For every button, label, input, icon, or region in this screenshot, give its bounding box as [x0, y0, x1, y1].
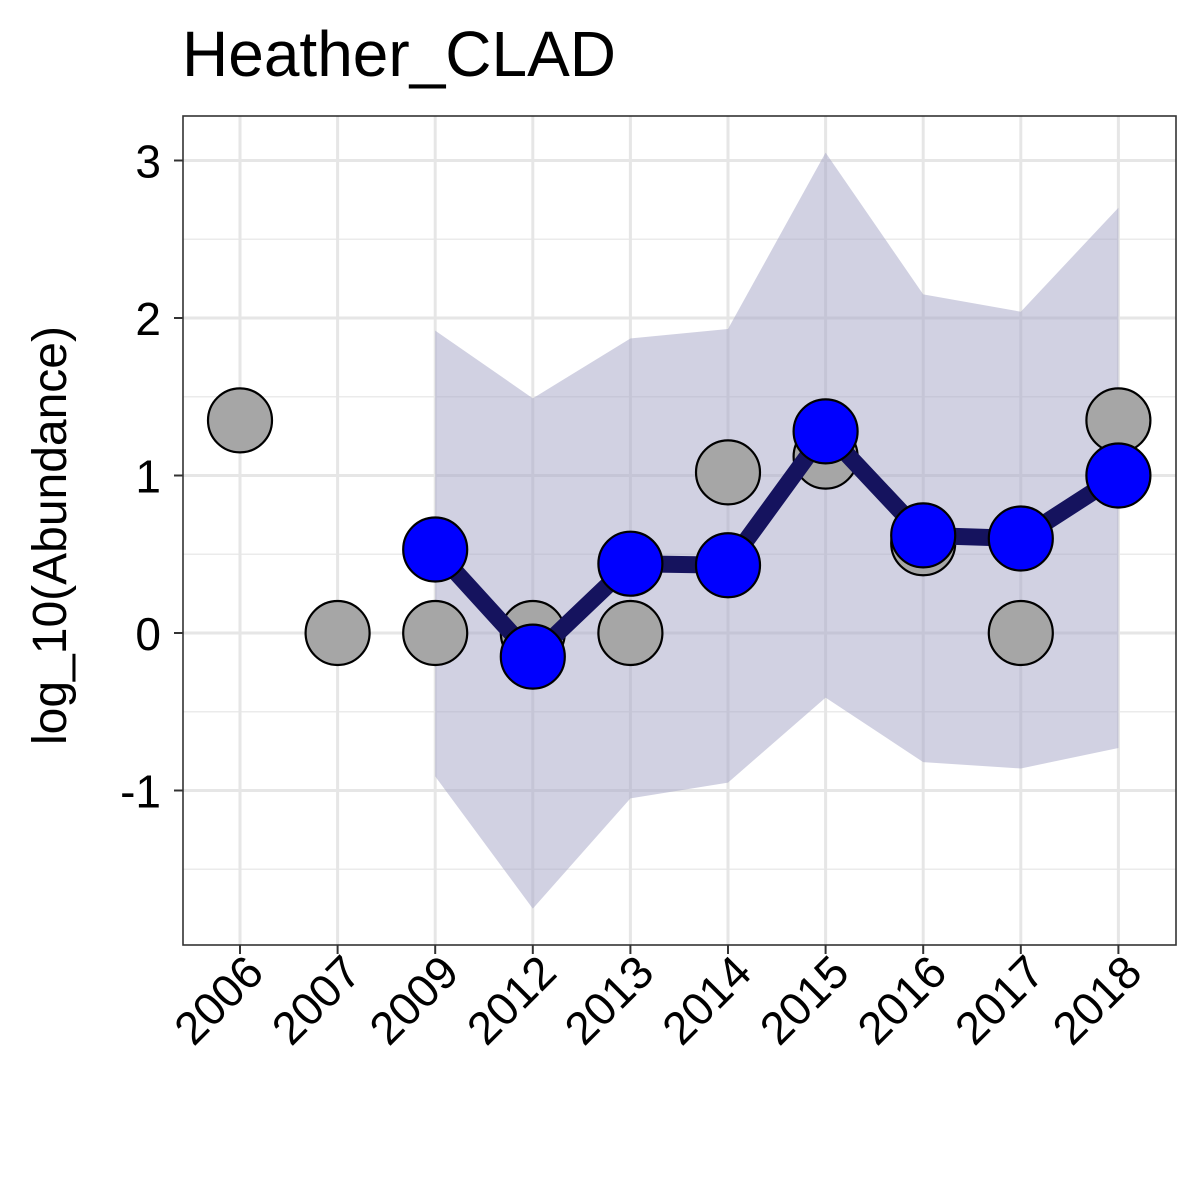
panel-border [182, 115, 1177, 946]
y-tick-label: 0 [135, 608, 161, 660]
x-tick-label: 2018 [1042, 945, 1151, 1054]
x-tick-label: 2017 [945, 945, 1054, 1054]
y-tick-label: 1 [135, 451, 161, 503]
confidence-ribbon [435, 152, 1119, 909]
observed-point [304, 599, 371, 667]
x-tick-label: 2014 [652, 945, 761, 1054]
y-tick-label: 2 [135, 293, 161, 345]
x-tick-label: 2009 [359, 945, 468, 1054]
estimate-point [987, 505, 1054, 572]
estimate-points-layer [402, 398, 1152, 690]
estimate-point [499, 623, 566, 690]
y-axis-title: log_10(Abundance) [24, 326, 77, 745]
x-tick-label: 2012 [457, 945, 566, 1054]
x-tick-label: 2015 [750, 945, 859, 1054]
plot-panel [182, 115, 1177, 946]
observed-point [694, 439, 762, 506]
observed-point [402, 599, 469, 667]
estimate-point [694, 532, 762, 599]
estimate-point [890, 502, 957, 569]
estimate-point [1085, 442, 1152, 509]
observed-point [597, 599, 664, 667]
x-tick-label: 2013 [554, 945, 663, 1054]
estimate-point [597, 530, 664, 597]
observed-point [987, 599, 1054, 667]
y-tick-label: 3 [135, 136, 161, 188]
confidence-ribbon-layer [435, 152, 1119, 909]
estimate-point [402, 516, 469, 583]
x-tick-label: 2016 [847, 945, 956, 1054]
x-tick-label: 2007 [262, 945, 371, 1054]
y-tick-label: -1 [120, 766, 161, 818]
estimate-point [792, 398, 859, 465]
observed-point [206, 387, 274, 454]
y-axis: 3 2 1 0 -1 [120, 136, 183, 818]
chart-title: Heather_CLAD [182, 18, 616, 90]
x-tick-label: 2006 [164, 945, 273, 1054]
